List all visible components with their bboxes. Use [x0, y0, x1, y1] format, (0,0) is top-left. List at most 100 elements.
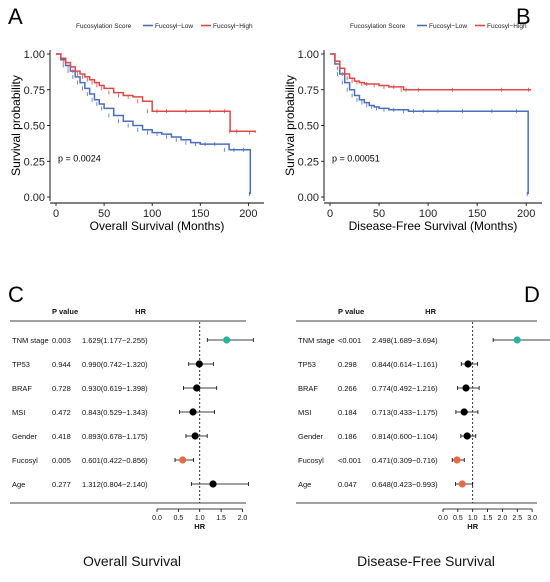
y-axis-title: Survival probability — [9, 75, 23, 176]
hr-point — [193, 384, 201, 392]
row-hr-text: 0.471(0.309−0.716) — [372, 456, 438, 465]
row-pvalue: 0.005 — [52, 456, 71, 465]
panel-letter-d: D — [524, 282, 540, 307]
hr-point — [189, 408, 197, 416]
row-hr-text: 0.990(0.742−1.320) — [82, 360, 148, 369]
row-pvalue: 0.728 — [52, 384, 71, 393]
hr-point — [513, 336, 521, 344]
x-axis-title: HR — [467, 522, 478, 531]
x-tick-label: 1.0 — [195, 515, 205, 522]
y-tick-label: 1.00 — [24, 49, 45, 61]
row-hr-text: 0.814(0.600−1.104) — [372, 432, 438, 441]
y-tick-label: 0.75 — [298, 85, 319, 97]
x-tick-label: 2.0 — [498, 515, 508, 522]
row-label: TP53 — [298, 360, 316, 369]
hr-point — [464, 360, 472, 368]
row-pvalue: <0.001 — [338, 456, 361, 465]
row-label: BRAF — [298, 384, 318, 393]
row-hr-text: 0.930(0.619−1.398) — [82, 384, 148, 393]
row-label: Age — [298, 480, 311, 489]
hr-point — [209, 480, 217, 488]
row-hr-text: 0.893(0.678−1.175) — [82, 432, 148, 441]
x-tick-label: 3.0 — [527, 515, 537, 522]
x-axis-title: HR — [194, 522, 205, 531]
row-hr-text: 0.648(0.423−0.993) — [372, 480, 438, 489]
x-tick-label: 0.5 — [173, 515, 183, 522]
row-label: TNM stage — [12, 336, 49, 345]
x-axis-title: Overall Survival (Months) — [90, 219, 225, 233]
x-tick-label: 2.5 — [512, 515, 522, 522]
row-hr-text: 0.601(0.422−0.856) — [82, 456, 148, 465]
row-pvalue: 0.277 — [52, 480, 71, 489]
row-hr-text: 0.713(0.433−1.175) — [372, 408, 438, 417]
hr-point — [179, 456, 187, 464]
row-hr-text: 1.312(0.804−2.140) — [82, 480, 148, 489]
row-label: MSI — [298, 408, 311, 417]
y-tick-label: 0.50 — [24, 121, 45, 133]
hr-point — [463, 432, 471, 440]
hr-point — [458, 480, 466, 488]
row-pvalue: 0.184 — [338, 408, 357, 417]
row-label: TNM stage — [298, 336, 335, 345]
row-pvalue: 0.298 — [338, 360, 357, 369]
panel-letter-a: A — [8, 4, 23, 29]
x-tick-label: 0 — [53, 208, 59, 220]
x-tick-label: 200 — [239, 208, 257, 220]
x-tick-label: 50 — [98, 208, 110, 220]
p-value-annotation: p = 0.0024 — [58, 153, 101, 163]
row-pvalue: 0.944 — [52, 360, 71, 369]
legend-entry: Fucosyl−Low — [429, 23, 467, 30]
y-tick-label: 0.00 — [298, 192, 319, 204]
row-label: MSI — [12, 408, 25, 417]
legend-title: Fucosylation Score — [350, 23, 406, 30]
y-tick-label: 0.25 — [298, 156, 319, 168]
hr-column-header: HR — [425, 307, 436, 316]
hr-point — [223, 336, 231, 344]
hr-column-header: HR — [135, 307, 146, 316]
x-tick-label: 50 — [373, 208, 385, 220]
row-label: Gender — [298, 432, 324, 441]
row-pvalue: 0.418 — [52, 432, 71, 441]
x-tick-label: 100 — [419, 208, 437, 220]
y-axis-title: Survival probability — [283, 75, 297, 176]
panel-subtitle: Disease-Free Survival — [357, 553, 495, 569]
x-tick-label: 150 — [468, 208, 486, 220]
x-tick-label: 150 — [191, 208, 209, 220]
km-plot-b: Fucosylation Score Fucosyl−Low Fucosyl−Hig… — [283, 23, 542, 233]
row-label: Age — [12, 480, 25, 489]
hr-point — [191, 432, 199, 440]
row-hr-text: 0.774(0.492−1.216) — [372, 384, 438, 393]
x-tick-label: 1.5 — [216, 515, 226, 522]
survival-curve-low — [330, 53, 529, 195]
row-pvalue: <0.001 — [338, 336, 361, 345]
row-pvalue: 0.186 — [338, 432, 357, 441]
x-tick-label: 1.5 — [483, 515, 493, 522]
legend-entry: Fucosyl−High — [487, 23, 527, 30]
row-pvalue: 0.472 — [52, 408, 71, 417]
pvalue-column-header: P value — [338, 307, 364, 316]
hr-point — [195, 360, 203, 368]
y-tick-label: 0.75 — [24, 85, 45, 97]
x-tick-label: 1.0 — [468, 515, 478, 522]
row-label: BRAF — [12, 384, 32, 393]
x-axis-title: Disease-Free Survival (Months) — [349, 219, 518, 233]
hr-point — [460, 408, 468, 416]
pvalue-column-header: P value — [52, 307, 78, 316]
survival-curve-high — [330, 53, 532, 91]
panel-letters: A B C D — [8, 4, 540, 307]
legend-entry: Fucosyl−High — [213, 23, 253, 30]
row-label: Fucosyl — [298, 456, 324, 465]
y-tick-label: 0.50 — [298, 121, 319, 133]
row-label: TP53 — [12, 360, 30, 369]
x-tick-label: 0.0 — [152, 515, 162, 522]
hr-point — [453, 456, 461, 464]
row-hr-text: 1.629(1.177−2.255) — [82, 336, 148, 345]
row-hr-text: 0.843(0.529−1.343) — [82, 408, 148, 417]
row-hr-text: 0.844(0.614−1.161) — [372, 360, 438, 369]
y-tick-label: 1.00 — [298, 49, 319, 61]
panel-letter-b: B — [516, 4, 531, 29]
y-tick-label: 0.00 — [24, 192, 45, 204]
survival-curve-high — [56, 53, 256, 133]
